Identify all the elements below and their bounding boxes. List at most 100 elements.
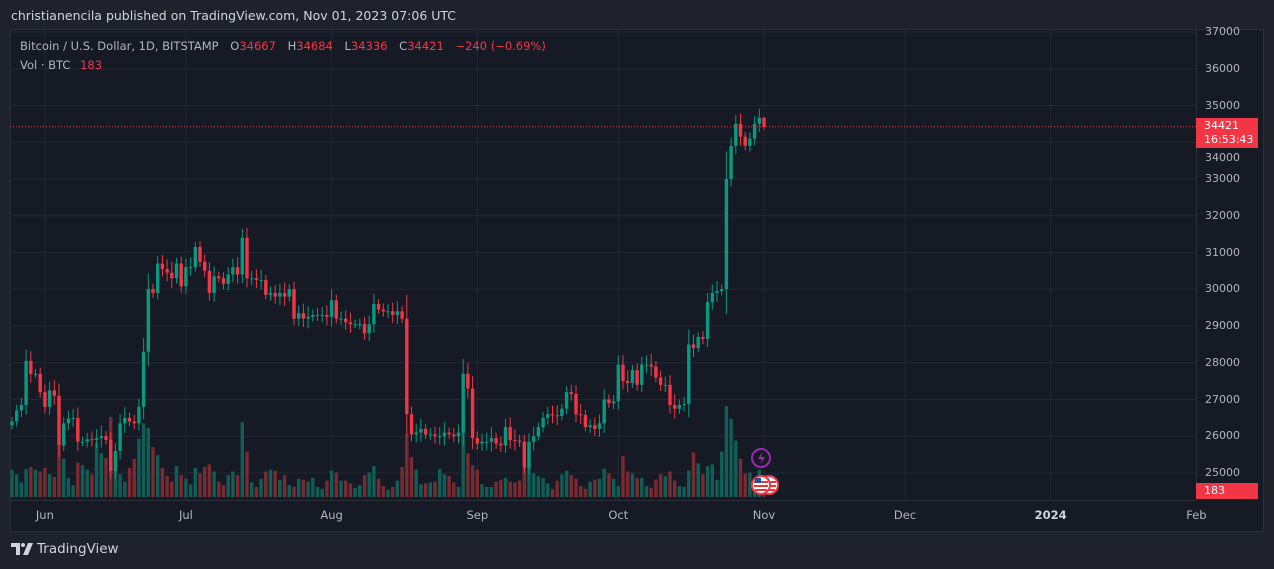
volume-bar — [221, 485, 226, 497]
volume-bar — [687, 470, 691, 497]
flag-canton — [755, 478, 761, 483]
volume-bar — [649, 487, 653, 497]
volume-bar — [597, 478, 602, 497]
volume-bar — [15, 474, 19, 497]
candle-body — [574, 393, 578, 415]
candle-body — [381, 309, 385, 312]
volume-bar — [160, 467, 165, 497]
candle-body — [118, 423, 122, 451]
open-label: O — [230, 39, 240, 53]
candle-body — [94, 438, 99, 440]
tradingview-brand[interactable]: TradingView — [11, 541, 119, 557]
volume-bar — [555, 480, 559, 497]
candle-body — [198, 246, 202, 262]
candle-body — [278, 292, 282, 297]
candle-body — [38, 373, 42, 393]
volume-bar — [691, 452, 696, 497]
candle-body — [264, 280, 268, 295]
volume-bar — [395, 480, 400, 497]
volume-bar — [113, 463, 118, 497]
price-tick-label: 26000 — [1205, 429, 1240, 443]
price-axis[interactable] — [1196, 29, 1265, 501]
volume-bar — [339, 480, 343, 497]
volume-bar — [475, 469, 479, 497]
candle-body — [630, 370, 635, 383]
volume-bar — [640, 477, 644, 497]
volume-bar — [513, 482, 517, 497]
volume-bar — [701, 474, 705, 497]
symbol-title[interactable]: Bitcoin / U.S. Dollar, 1D, BITSTAMP — [20, 39, 219, 53]
candle-body — [400, 311, 404, 319]
candlestick-chart[interactable] — [10, 30, 1196, 500]
volume-bar — [734, 440, 738, 497]
candle-body — [757, 117, 761, 124]
volume-bar — [358, 485, 362, 497]
candle-body — [649, 364, 653, 367]
time-axis[interactable] — [10, 500, 1196, 532]
candle-body — [475, 438, 479, 444]
volume-indicator-label[interactable]: Vol · BTC — [20, 58, 71, 72]
volume-bar — [405, 434, 409, 497]
price-tick-label: 27000 — [1205, 392, 1240, 406]
current-price-tag: 34421 16:53:43 — [1196, 118, 1258, 148]
volume-bar — [663, 476, 667, 497]
volume-bar — [480, 484, 484, 497]
volume-bar — [292, 487, 296, 497]
candle-body — [85, 439, 89, 442]
price-tick-label: 31000 — [1205, 245, 1240, 259]
volume-bar — [546, 483, 550, 497]
candle-body — [259, 280, 263, 282]
high-label: H — [287, 39, 297, 53]
volume-bar — [207, 464, 212, 497]
volume-bar — [90, 474, 94, 497]
candle-body — [282, 292, 287, 297]
volume-bar — [626, 471, 630, 497]
candle-body — [635, 370, 639, 385]
candle-body — [240, 237, 244, 275]
volume-bar — [250, 482, 254, 497]
time-tick-label: 2024 — [1034, 508, 1067, 522]
candle-body — [160, 263, 165, 270]
candle-body — [569, 392, 573, 394]
volume-bar — [170, 481, 174, 497]
candle-body — [593, 425, 597, 429]
candle-body — [226, 274, 230, 284]
candle-body — [762, 117, 766, 127]
candle-body — [489, 438, 494, 442]
volume-bar — [391, 487, 395, 497]
candle-body — [564, 392, 569, 409]
volume-bar — [80, 465, 85, 497]
candle-body — [268, 292, 273, 295]
candle-body — [372, 303, 376, 325]
time-tick-label: Aug — [320, 508, 343, 522]
candle-body — [423, 428, 428, 435]
volume-bar — [362, 475, 367, 497]
volume-bar — [517, 480, 522, 497]
volume-bar — [297, 478, 301, 497]
lightning-glyph — [758, 451, 765, 465]
candle-body — [668, 384, 672, 406]
volume-bar — [611, 478, 616, 497]
volume-bar — [489, 487, 494, 497]
candle-body — [52, 390, 56, 396]
candle-body — [555, 415, 559, 417]
volume-bar — [329, 470, 334, 497]
volume-bar — [282, 475, 287, 497]
candle-body — [203, 261, 207, 271]
candle-body — [677, 405, 682, 409]
candle-body — [395, 311, 400, 315]
volume-bar — [414, 469, 418, 497]
candle-body — [287, 289, 291, 297]
candle-body — [470, 388, 475, 439]
volume-bar — [621, 456, 625, 497]
candle-body — [10, 421, 14, 426]
volume-bar — [715, 479, 719, 497]
volume-bar — [212, 471, 216, 497]
chart-legend: Bitcoin / U.S. Dollar, 1D, BITSTAMP O346… — [20, 39, 546, 77]
candle-body — [738, 123, 743, 137]
volume-bar — [485, 487, 489, 497]
candle-body — [607, 399, 611, 404]
candle-body — [76, 417, 80, 442]
candle-body — [386, 311, 390, 313]
candle-body — [734, 123, 738, 146]
